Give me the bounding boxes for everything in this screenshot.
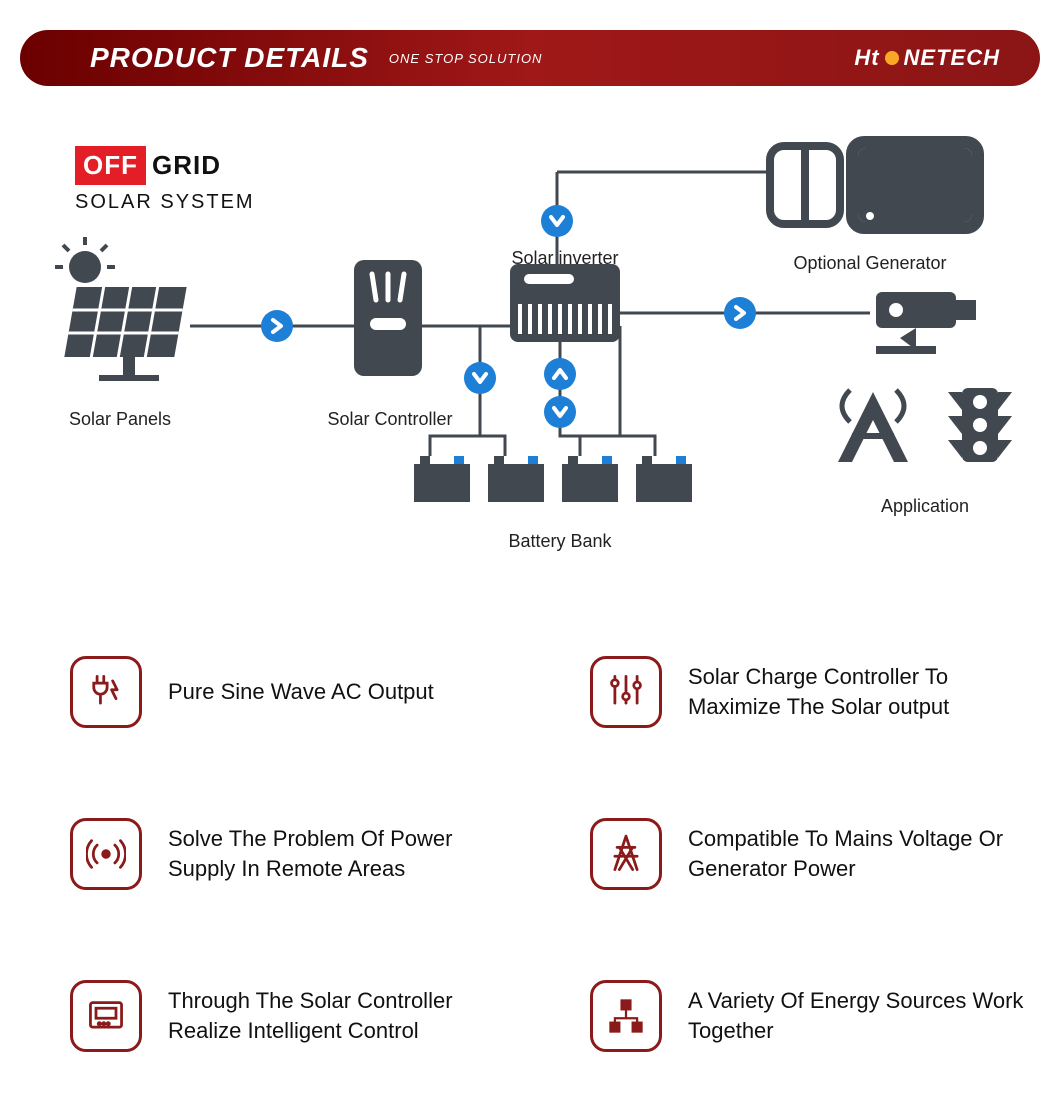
plug-icon [70,656,142,728]
solar-inverter-label: Solar inverter [510,248,620,269]
brand-pre: Ht [854,45,879,71]
feature-item: A Variety Of Energy Sources Work Togethe… [540,980,1040,1052]
sliders-icon [590,656,662,728]
antenna-icon [838,390,908,462]
sun-icon [881,47,903,69]
battery-bank-icon [414,456,692,502]
feature-text: Pure Sine Wave AC Output [168,677,434,707]
solar-system-label: SOLAR SYSTEM [75,191,255,214]
flow-arrow-icon [724,297,756,329]
feature-text: A Variety Of Energy Sources Work Togethe… [688,986,1040,1045]
system-diagram: OFF GRID SOLAR SYSTEM [0,116,1060,596]
traffic-light-icon [948,388,1012,462]
feature-text: Solve The Problem Of Power Supply In Rem… [168,824,520,883]
network-icon [590,980,662,1052]
feature-item: Compatible To Mains Voltage Or Generator… [540,818,1040,890]
feature-text: Solar Charge Controller To Maximize The … [688,662,1040,721]
feature-item: Solar Charge Controller To Maximize The … [540,656,1040,728]
generator-icon [770,140,980,230]
pylon-icon [590,818,662,890]
monitor-icon [70,980,142,1052]
application-label: Application [835,496,1015,517]
flow-arrow-icon [544,396,576,428]
header-title: PRODUCT DETAILS [90,42,369,74]
brand-post: NETECH [904,45,1000,71]
flow-arrow-icon [541,205,573,237]
feature-text: Compatible To Mains Voltage Or Generator… [688,824,1040,883]
generator-label: Optional Generator [780,253,960,274]
header-banner: PRODUCT DETAILS ONE STOP SOLUTION Ht NET… [20,30,1040,86]
solar-panels-icon [55,237,187,381]
camera-icon [876,292,976,354]
features-grid: Pure Sine Wave AC Output Solar Charge Con… [20,656,1040,1052]
solar-controller-label: Solar Controller [300,409,480,430]
solar-controller-icon [354,260,422,376]
flow-arrow-icon [544,358,576,390]
feature-item: Solve The Problem Of Power Supply In Rem… [20,818,520,890]
solar-panels-label: Solar Panels [30,409,210,430]
header-subtitle: ONE STOP SOLUTION [389,51,543,66]
feature-text: Through The Solar Controller Realize Int… [168,986,520,1045]
solar-inverter-icon [510,264,620,342]
battery-bank-label: Battery Bank [470,531,650,552]
feature-item: Through The Solar Controller Realize Int… [20,980,520,1052]
flow-arrow-icon [261,310,293,342]
feature-item: Pure Sine Wave AC Output [20,656,520,728]
off-grid-badge: OFF GRID SOLAR SYSTEM [75,146,255,214]
flow-arrow-icon [464,362,496,394]
off-label: OFF [75,146,146,185]
grid-label: GRID [152,150,221,181]
brand-logo: Ht NETECH [854,45,1000,71]
signal-icon [70,818,142,890]
